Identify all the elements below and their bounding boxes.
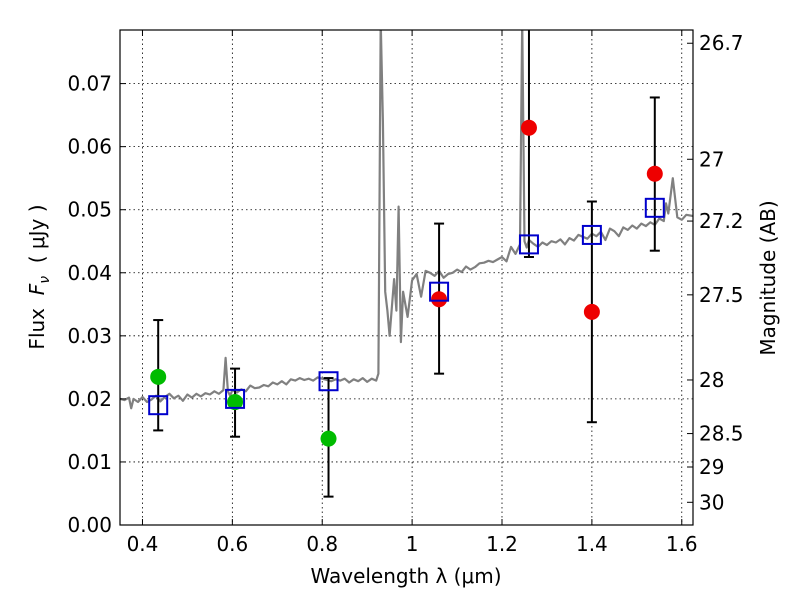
x-tick-label: 1.6 [666,532,698,556]
y2-tick-label: 27.2 [699,209,744,233]
y2-axis-label: Magnitude (AB) [756,200,780,355]
y-tick-label: 0.01 [67,450,112,474]
y2-tick-label: 30 [699,490,724,514]
y2-tick-label: 27 [699,147,724,171]
y2-tick-label: 28 [699,368,724,392]
tick-labels: 0.4 0.6 0.8 1 1.2 1.4 1.6 0.00 0.01 0.02 0.03 0.04 0… [67,31,743,556]
tick-marks [120,30,693,526]
x-axis-label: Wavelength λ (μm) [310,564,501,588]
y-tick-label: 0.06 [67,135,112,159]
data-point [583,303,600,320]
model-point [429,281,450,302]
model-point [225,388,246,409]
x-tick-label: 0.6 [216,532,248,556]
markers [148,119,665,447]
error-bars [153,30,660,498]
data-point [320,430,337,447]
y-tick-label: 0.02 [67,387,112,411]
y-tick-label: 0.03 [67,324,112,348]
model-point [318,371,339,392]
x-tick-label: 0.4 [127,532,159,556]
x-tick-label: 0.8 [306,532,338,556]
plot-frame [119,29,694,526]
model-point [581,224,602,245]
y2-tick-label: 27.5 [699,283,744,307]
plot-area [120,30,693,498]
data-point [646,165,663,182]
y-axis-label: Flux Fν ( μJy ) [25,204,53,349]
model-point [148,395,169,416]
x-tick-label: 1 [406,532,419,556]
y2-tick-label: 28.5 [699,422,744,446]
data-point [227,394,244,411]
y2-tick-label: 26.7 [699,31,744,55]
y-tick-label: 0.04 [67,261,112,285]
x-tick-label: 1.2 [486,532,518,556]
y-tick-label: 0.00 [67,513,112,537]
template-spectrum-line [120,30,693,410]
data-point [520,119,537,136]
data-point [150,368,167,385]
grid [120,30,693,526]
x-tick-label: 1.4 [576,532,608,556]
y-tick-label: 0.07 [67,72,112,96]
model-point [518,234,539,255]
y2-tick-label: 29 [699,455,724,479]
y-tick-label: 0.05 [67,198,112,222]
model-point [644,197,665,218]
data-point [431,291,448,308]
